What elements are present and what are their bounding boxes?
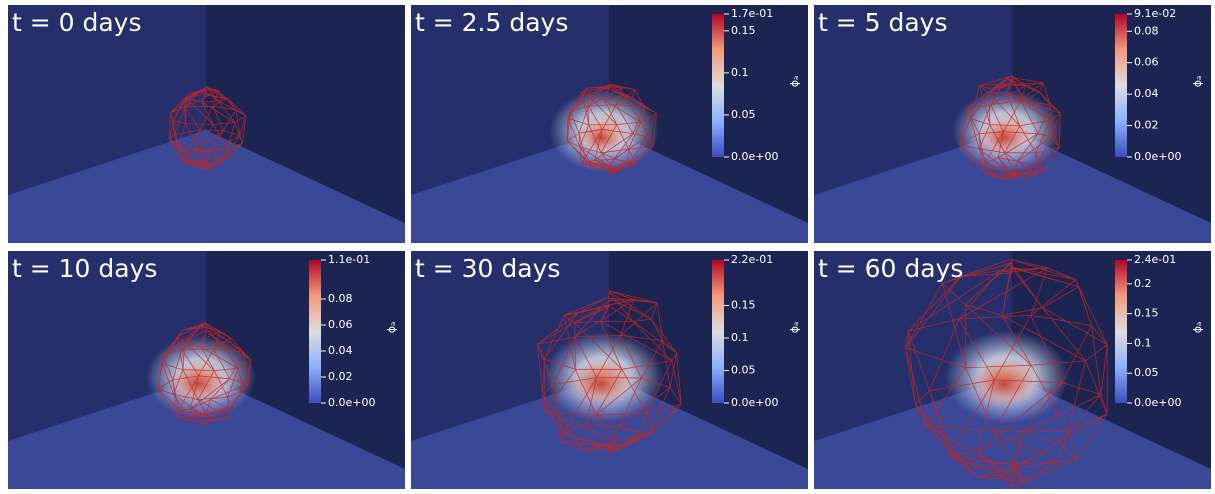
colorbar-tick-label: 0.15 <box>731 299 756 312</box>
colorbar-tick-label: 0.0e+00 <box>328 396 375 409</box>
colorbar <box>309 260 321 403</box>
panel: t = 2.5 days 1.7e-01 0.15 0.1 0.05 0.0e+00 ϕₐ <box>411 5 808 243</box>
colorbar-label: ϕₐ <box>788 322 801 334</box>
concentration-core <box>569 362 633 406</box>
colorbar-tick-label: 2.4e-01 <box>1134 253 1176 266</box>
colorbar <box>712 260 724 403</box>
colorbar-tick-label: 0.06 <box>1134 56 1159 69</box>
colorbar-tick-label: 0.1 <box>731 66 749 79</box>
colorbar-tick-label: 0.05 <box>1134 366 1159 379</box>
colorbar-label: ϕₐ <box>385 322 398 334</box>
colorbar-tick-label: 0.15 <box>731 24 756 37</box>
colorbar-tick-label: 0.06 <box>328 318 353 331</box>
colorbar-tick-label: 0.1 <box>731 331 749 344</box>
colorbar <box>712 14 724 157</box>
colorbar-tick-label: 0.2 <box>1134 277 1152 290</box>
panel: t = 10 days 1.1e-01 0.08 0.06 0.04 0.02 0.0e+0… <box>8 251 405 489</box>
panel: t = 0 days <box>8 5 405 243</box>
colorbar-tick-label: 0.1 <box>1134 336 1152 349</box>
colorbar <box>1115 260 1127 403</box>
colorbar-tick-label: 0.05 <box>731 108 756 121</box>
colorbar-tick-label: 0.05 <box>731 364 756 377</box>
panel-title: t = 5 days <box>818 8 948 37</box>
colorbar <box>1115 14 1127 157</box>
colorbar-tick-label: 0.15 <box>1134 307 1159 320</box>
colorbar-tick-label: 0.0e+00 <box>731 150 778 163</box>
colorbar-tick-label: 2.2e-01 <box>731 253 773 266</box>
panel: t = 5 days 9.1e-02 0.08 0.06 0.04 0.02 0.0e+00… <box>814 5 1211 243</box>
panel-title: t = 10 days <box>12 254 157 283</box>
panel-title: t = 30 days <box>415 254 560 283</box>
colorbar-tick-label: 0.0e+00 <box>731 396 778 409</box>
panel: t = 30 days 2.2e-01 0.15 0.1 0.05 0.0e+00 ϕₐ <box>411 251 808 489</box>
colorbar-tick-label: 0.02 <box>1134 119 1159 132</box>
colorbar-tick-label: 0.0e+00 <box>1134 396 1181 409</box>
panel-title: t = 2.5 days <box>415 8 568 37</box>
colorbar-tick-label: 1.1e-01 <box>328 253 370 266</box>
colorbar-tick-label: 1.7e-01 <box>731 7 773 20</box>
figure: t = 0 days t = 2.5 days 1.7e-01 0.15 0.1 0.05… <box>0 0 1215 494</box>
colorbar-tick-label: 0.02 <box>328 370 353 383</box>
colorbar-tick-label: 9.1e-02 <box>1134 7 1176 20</box>
colorbar-tick-label: 0.04 <box>328 344 353 357</box>
colorbar-tick-label: 0.08 <box>328 292 353 305</box>
panel-title: t = 0 days <box>12 8 142 37</box>
colorbar-label: ϕₐ <box>1191 76 1204 88</box>
panel: t = 60 days 2.4e-01 0.2 0.15 0.1 0.05 0.0e+00 ϕ… <box>814 251 1211 489</box>
colorbar-tick-label: 0.08 <box>1134 24 1159 37</box>
colorbar-label: ϕₐ <box>1191 322 1204 334</box>
colorbar-tick-label: 0.0e+00 <box>1134 150 1181 163</box>
colorbar-label: ϕₐ <box>788 76 801 88</box>
colorbar-tick-label: 0.04 <box>1134 87 1159 100</box>
panel-title: t = 60 days <box>818 254 963 283</box>
